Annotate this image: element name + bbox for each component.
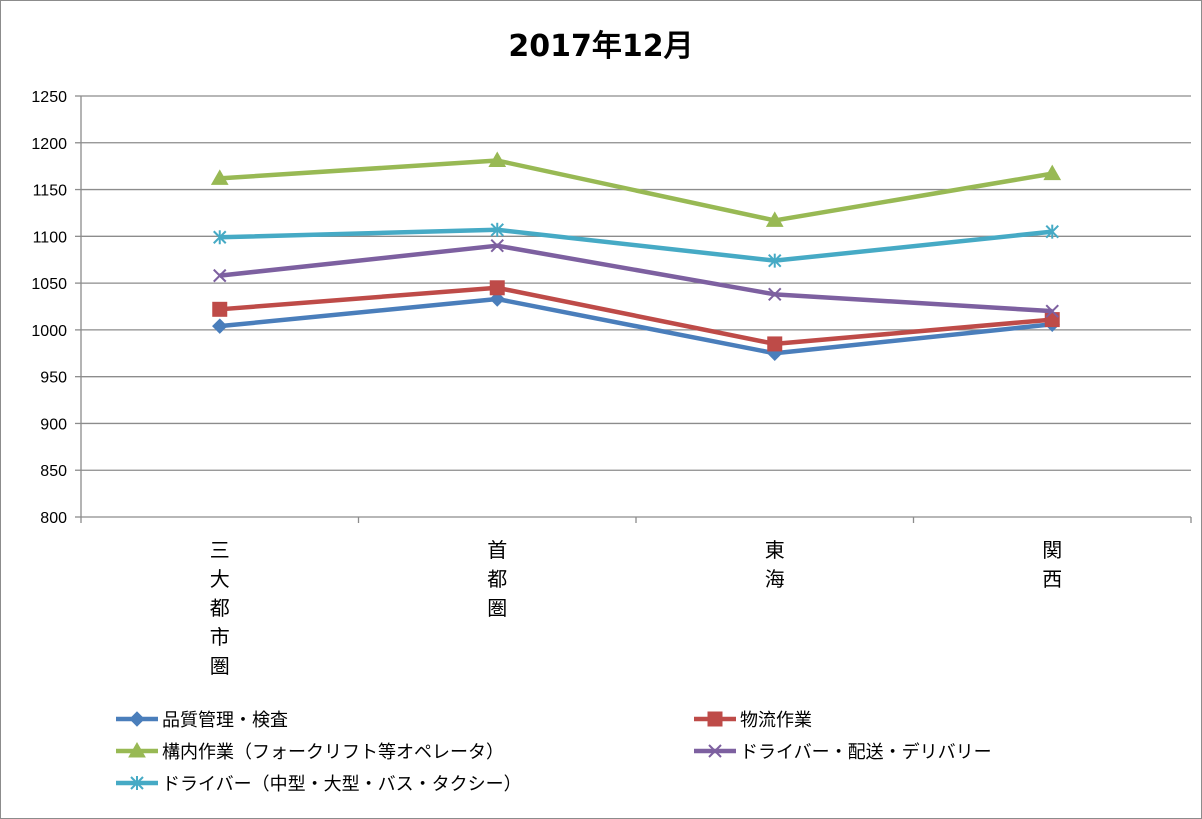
y-tick-label: 900 (40, 416, 67, 433)
x-category-label: 関西 (1042, 538, 1062, 591)
y-tick-label: 1000 (31, 323, 67, 340)
y-tick-label: 1200 (31, 136, 67, 153)
x-category-label: 東海 (765, 538, 785, 591)
data-point-stroke (490, 238, 504, 253)
data-point (1044, 312, 1060, 328)
series (213, 238, 1059, 318)
data-point (490, 238, 504, 253)
axes: 800 850 900 950 1000 1050 1100 1150 1200 1250 三大都市… (31, 89, 1192, 678)
data-point (212, 318, 228, 334)
series-line (219, 296, 1053, 356)
legend-item: 物流作業 (694, 710, 812, 731)
legend-label: ドライバー・配送・デリバリー (740, 742, 992, 763)
data-point (130, 776, 144, 790)
legend-item: ドライバー・配送・デリバリー (694, 742, 992, 763)
data-point (1043, 164, 1062, 181)
data-point (708, 744, 722, 758)
data-point (129, 711, 145, 727)
data-point (128, 741, 146, 758)
data-point (489, 291, 505, 307)
series (213, 222, 1059, 268)
y-tick-label: 1150 (33, 183, 68, 200)
data-point-stroke (1045, 304, 1059, 318)
series-line (219, 285, 1053, 347)
data-point (768, 253, 782, 268)
legend-item: 構内作業（フォークリフト等オペレータ） (116, 741, 504, 763)
data-point (489, 280, 505, 296)
data-point (707, 711, 723, 727)
y-tick-label: 1050 (31, 276, 67, 293)
y-tick-label: 1100 (33, 229, 68, 246)
series-line (219, 158, 1053, 223)
legend-label: 構内作業（フォークリフト等オペレータ） (162, 742, 504, 763)
data-point (210, 169, 229, 185)
series (212, 280, 1060, 352)
y-tick-label: 800 (40, 510, 67, 527)
legend-label: 物流作業 (740, 710, 812, 731)
y-tick-label: 950 (40, 370, 67, 387)
y-tick-label: 850 (40, 463, 67, 480)
legend-label: ドライバー（中型・大型・バス・タクシー） (162, 774, 522, 795)
data-point (1045, 224, 1059, 239)
data-point (767, 336, 783, 352)
series (210, 151, 1062, 227)
data-point (488, 151, 507, 168)
legend-item: ドライバー（中型・大型・バス・タクシー） (116, 774, 522, 795)
data-point (765, 211, 784, 227)
y-tick-label: 1250 (31, 89, 67, 106)
x-category-label: 首都圏 (487, 538, 507, 620)
series-line (219, 227, 1053, 263)
data-point (213, 268, 227, 283)
grid (81, 95, 1191, 471)
data-point (768, 287, 782, 302)
data-point (212, 301, 228, 317)
data-point (213, 230, 227, 245)
series-line (219, 243, 1053, 314)
chart-title: 2017年12月 (508, 29, 693, 64)
data-point-stroke (768, 287, 782, 302)
series-layer (210, 151, 1062, 361)
legend-label: 品質管理・検査 (162, 710, 288, 731)
data-point (490, 222, 504, 237)
legend-item: 品質管理・検査 (116, 710, 288, 731)
data-point (1045, 304, 1059, 318)
data-point-stroke (213, 268, 227, 283)
x-category-label: 三大都市圏 (210, 538, 230, 678)
data-point-stroke (708, 744, 722, 758)
